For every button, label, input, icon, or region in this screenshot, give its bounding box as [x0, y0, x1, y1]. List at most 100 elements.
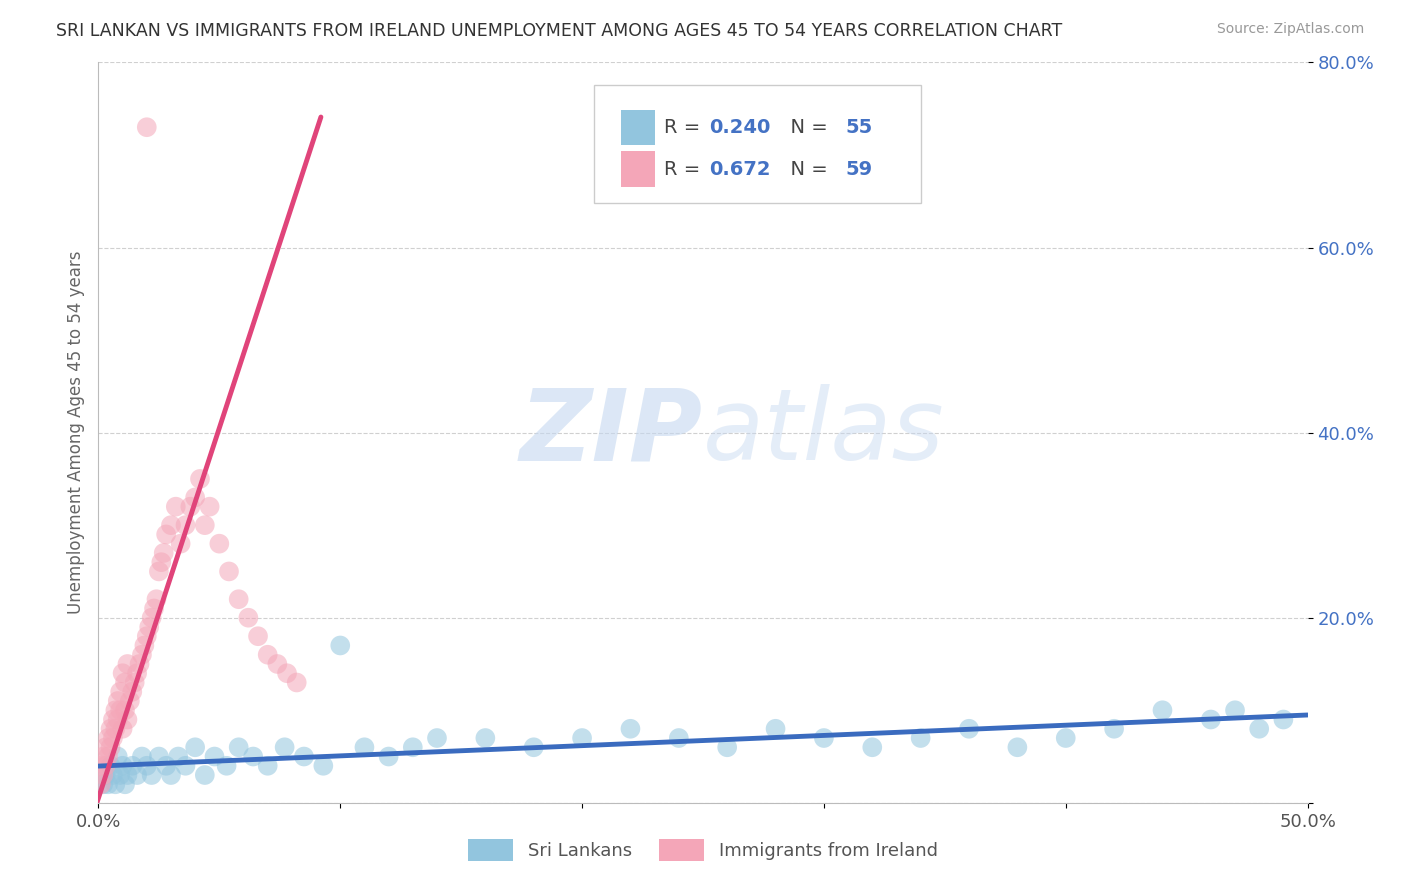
Text: N =: N = [778, 118, 834, 137]
Y-axis label: Unemployment Among Ages 45 to 54 years: Unemployment Among Ages 45 to 54 years [66, 251, 84, 615]
Immigrants from Ireland [94, 758, 117, 772]
Sri Lankans [1249, 722, 1271, 736]
Sri Lankans [1223, 703, 1246, 717]
Sri Lankans [402, 740, 425, 755]
Sri Lankans [100, 758, 122, 772]
Immigrants from Ireland [165, 500, 187, 514]
Text: R =: R = [664, 118, 707, 137]
Sri Lankans [107, 749, 129, 764]
Immigrants from Ireland [155, 527, 177, 541]
Sri Lankans [765, 722, 787, 736]
Immigrants from Ireland [107, 713, 129, 727]
Immigrants from Ireland [108, 685, 131, 699]
Text: atlas: atlas [703, 384, 945, 481]
Sri Lankans [101, 768, 124, 782]
Immigrants from Ireland [285, 675, 308, 690]
Sri Lankans [204, 749, 226, 764]
Immigrants from Ireland [148, 565, 170, 579]
Sri Lankans [121, 758, 143, 772]
Sri Lankans [97, 777, 120, 791]
Sri Lankans [131, 749, 153, 764]
Sri Lankans [108, 768, 131, 782]
Sri Lankans [619, 722, 641, 736]
Sri Lankans [148, 749, 170, 764]
Immigrants from Ireland [143, 601, 166, 615]
Text: R =: R = [664, 160, 707, 178]
Immigrants from Ireland [114, 703, 136, 717]
Immigrants from Ireland [90, 777, 112, 791]
Immigrants from Ireland [94, 740, 117, 755]
Immigrants from Ireland [218, 565, 240, 579]
Immigrants from Ireland [145, 592, 167, 607]
Sri Lankans [273, 740, 295, 755]
Sri Lankans [160, 768, 183, 782]
Sri Lankans [155, 758, 177, 772]
Immigrants from Ireland [174, 518, 197, 533]
Sri Lankans [292, 749, 315, 764]
Sri Lankans [194, 768, 217, 782]
Sri Lankans [1007, 740, 1029, 755]
Immigrants from Ireland [121, 685, 143, 699]
Sri Lankans [1152, 703, 1174, 717]
Sri Lankans [135, 758, 157, 772]
Immigrants from Ireland [135, 120, 157, 135]
Text: 59: 59 [845, 160, 873, 178]
Sri Lankans [1199, 713, 1222, 727]
Sri Lankans [426, 731, 449, 745]
Immigrants from Ireland [184, 491, 207, 505]
Sri Lankans [523, 740, 546, 755]
Immigrants from Ireland [108, 703, 131, 717]
Sri Lankans [813, 731, 835, 745]
Sri Lankans [94, 768, 117, 782]
Immigrants from Ireland [194, 518, 217, 533]
Sri Lankans [91, 777, 114, 791]
Sri Lankans [127, 768, 149, 782]
Sri Lankans [474, 731, 496, 745]
Immigrants from Ireland [169, 536, 191, 550]
Immigrants from Ireland [97, 731, 120, 745]
Immigrants from Ireland [135, 629, 157, 643]
Immigrants from Ireland [114, 675, 136, 690]
Sri Lankans [117, 768, 139, 782]
Immigrants from Ireland [228, 592, 250, 607]
Text: 55: 55 [845, 118, 873, 137]
Sri Lankans [668, 731, 690, 745]
Sri Lankans [312, 758, 335, 772]
Immigrants from Ireland [131, 648, 153, 662]
Sri Lankans [1102, 722, 1125, 736]
Immigrants from Ireland [104, 703, 127, 717]
Immigrants from Ireland [208, 536, 231, 550]
Sri Lankans [167, 749, 190, 764]
Sri Lankans [104, 777, 127, 791]
Immigrants from Ireland [238, 610, 260, 624]
Sri Lankans [329, 639, 352, 653]
Sri Lankans [716, 740, 738, 755]
Immigrants from Ireland [117, 713, 139, 727]
Sri Lankans [256, 758, 278, 772]
Sri Lankans [860, 740, 883, 755]
Sri Lankans [215, 758, 238, 772]
Immigrants from Ireland [128, 657, 150, 671]
Sri Lankans [910, 731, 932, 745]
FancyBboxPatch shape [595, 85, 921, 203]
Sri Lankans [141, 768, 163, 782]
Immigrants from Ireland [276, 666, 298, 681]
Sri Lankans [957, 722, 980, 736]
Bar [621, 152, 655, 186]
Text: Source: ZipAtlas.com: Source: ZipAtlas.com [1216, 22, 1364, 37]
Sri Lankans [571, 731, 593, 745]
Sri Lankans [184, 740, 207, 755]
Sri Lankans [1054, 731, 1077, 745]
Sri Lankans [111, 758, 134, 772]
Text: SRI LANKAN VS IMMIGRANTS FROM IRELAND UNEMPLOYMENT AMONG AGES 45 TO 54 YEARS COR: SRI LANKAN VS IMMIGRANTS FROM IRELAND UN… [56, 22, 1063, 40]
Immigrants from Ireland [111, 666, 134, 681]
Legend: Sri Lankans, Immigrants from Ireland: Sri Lankans, Immigrants from Ireland [461, 831, 945, 868]
Text: ZIP: ZIP [520, 384, 703, 481]
Immigrants from Ireland [179, 500, 201, 514]
Sri Lankans [174, 758, 197, 772]
Immigrants from Ireland [247, 629, 270, 643]
Immigrants from Ireland [90, 758, 112, 772]
Sri Lankans [228, 740, 250, 755]
Immigrants from Ireland [266, 657, 288, 671]
Sri Lankans [114, 777, 136, 791]
